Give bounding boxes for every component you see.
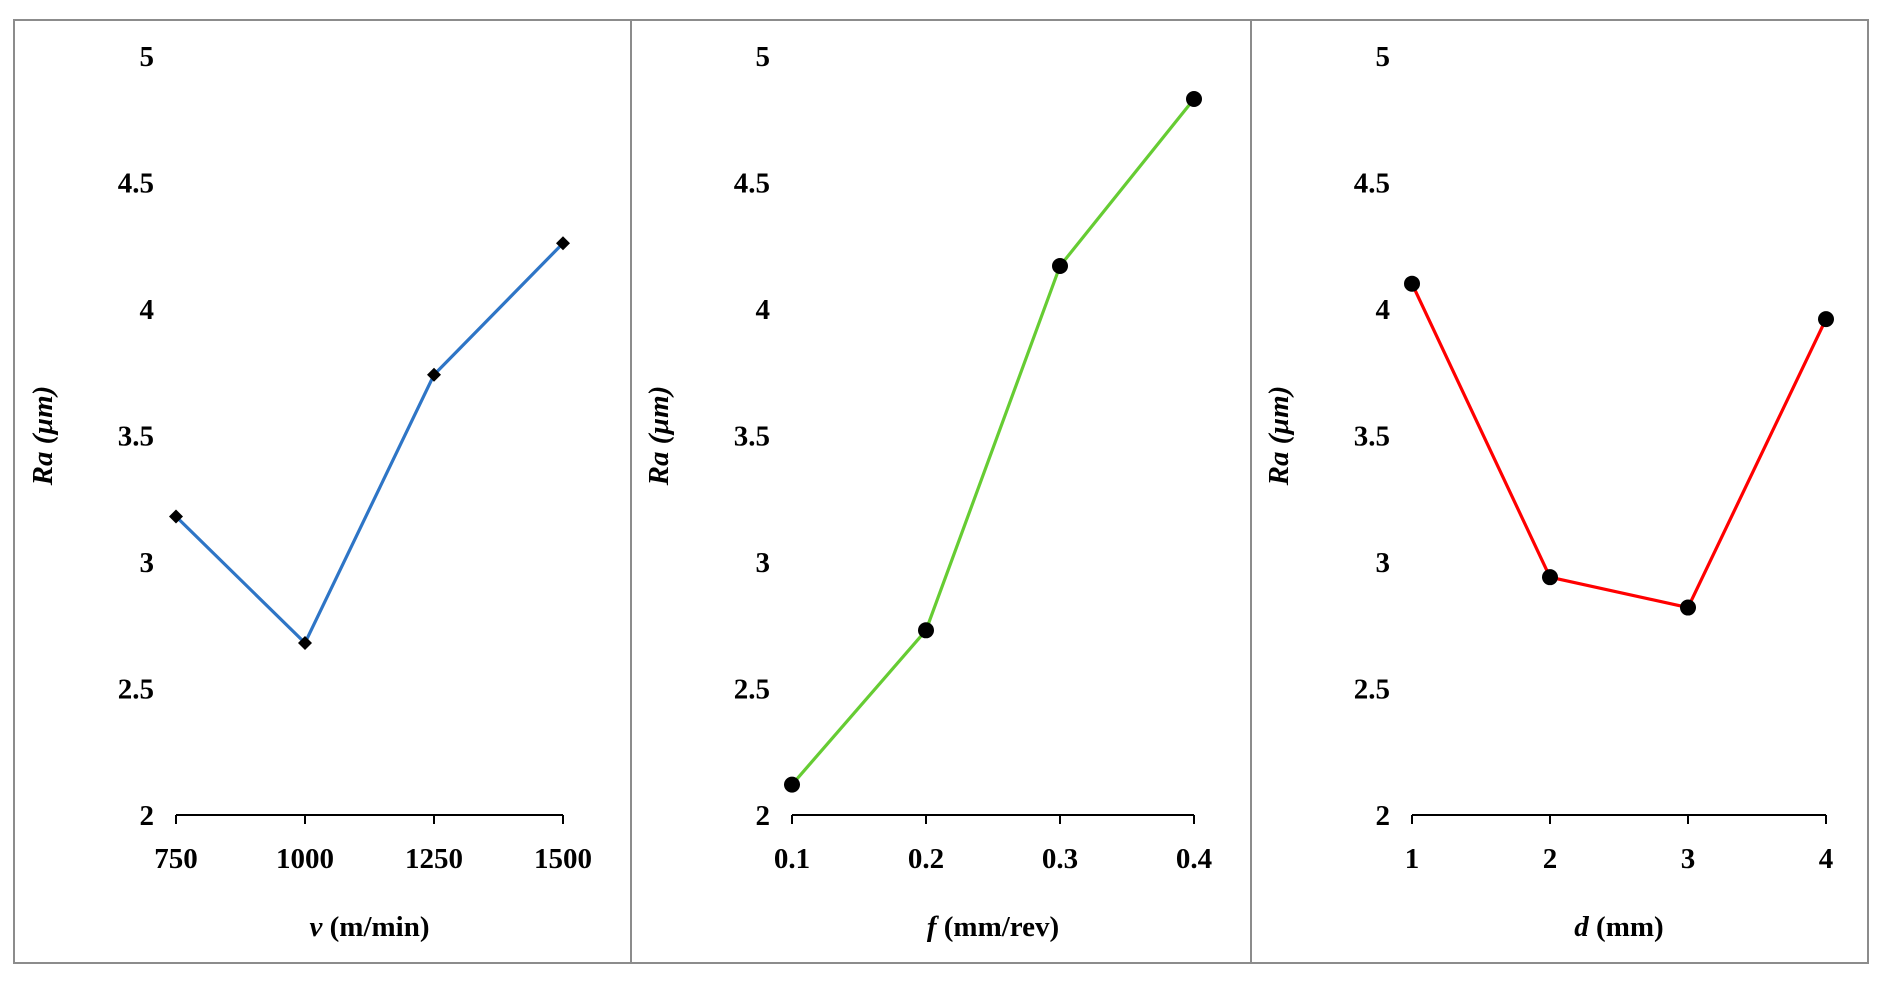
y-tick-label: 4 bbox=[756, 294, 771, 326]
data-point bbox=[918, 622, 934, 639]
y-tick-label: 4 bbox=[1376, 294, 1391, 326]
y-tick-label: 5 bbox=[756, 41, 771, 73]
x-tick-label: 0.4 bbox=[1176, 843, 1212, 875]
data-point bbox=[556, 236, 570, 251]
y-tick-label: 3 bbox=[140, 547, 155, 579]
y-axis-variable: Ra bbox=[27, 452, 59, 487]
y-tick-label: 2 bbox=[1376, 800, 1391, 832]
y-tick-label: 5 bbox=[1376, 41, 1391, 73]
data-point bbox=[298, 635, 312, 650]
data-point bbox=[169, 509, 183, 524]
y-tick-label: 5 bbox=[140, 41, 155, 73]
y-tick-label: 4.5 bbox=[1354, 168, 1390, 200]
series-line bbox=[174, 242, 565, 645]
y-tick-label: 3 bbox=[756, 547, 771, 579]
y-axis-title: Ra (µm) bbox=[1263, 386, 1295, 487]
y-axis-unit: (µm) bbox=[27, 386, 59, 452]
x-tick-label: 1000 bbox=[276, 843, 334, 875]
x-tick-label: 4 bbox=[1819, 843, 1834, 875]
y-tick-label: 3.5 bbox=[1354, 421, 1390, 453]
figure-frame bbox=[13, 19, 1869, 964]
series-line bbox=[1410, 283, 1828, 610]
x-tick-label: 1 bbox=[1405, 843, 1420, 875]
data-point bbox=[1542, 569, 1558, 586]
y-tick-label: 3.5 bbox=[118, 421, 154, 453]
y-axis-unit: (µm) bbox=[1263, 386, 1295, 452]
y-tick-label: 2 bbox=[756, 800, 771, 832]
x-tick-label: 1500 bbox=[534, 843, 592, 875]
x-tick-label: 1250 bbox=[405, 843, 463, 875]
y-tick-label: 4 bbox=[140, 294, 155, 326]
x-axis-title: d (mm) bbox=[1574, 911, 1663, 943]
x-axis-title: f (mm/rev) bbox=[927, 911, 1059, 943]
x-tick-label: 0.1 bbox=[774, 843, 810, 875]
data-point bbox=[1052, 257, 1068, 274]
y-axis-title: Ra (µm) bbox=[27, 386, 59, 487]
y-tick-label: 4.5 bbox=[734, 168, 770, 200]
y-axis-unit: (µm) bbox=[643, 386, 675, 452]
x-tick-label: 750 bbox=[154, 843, 198, 875]
y-tick-label: 3 bbox=[1376, 547, 1391, 579]
y-tick-label: 2.5 bbox=[118, 674, 154, 706]
y-tick-label: 4.5 bbox=[118, 168, 154, 200]
x-axis-unit: (mm/rev) bbox=[937, 911, 1060, 943]
data-point bbox=[427, 367, 441, 382]
x-tick-label: 3 bbox=[1681, 843, 1696, 875]
data-point bbox=[1186, 91, 1202, 108]
y-tick-label: 3.5 bbox=[734, 421, 770, 453]
data-point bbox=[1680, 599, 1696, 616]
x-axis-variable: d bbox=[1574, 911, 1589, 943]
y-tick-label: 2.5 bbox=[1354, 674, 1390, 706]
x-axis-unit: (m/min) bbox=[322, 911, 429, 943]
x-axis-variable: v bbox=[310, 911, 324, 943]
data-point bbox=[1404, 275, 1420, 292]
x-tick-label: 2 bbox=[1543, 843, 1558, 875]
chart-panel-2: 2 2.5 3 3.5 4 4.5 5 0.1 0.2 0.3 0.4 f (mm/rev) Ra (µ… bbox=[643, 41, 1212, 943]
y-tick-label: 2.5 bbox=[734, 674, 770, 706]
y-axis-variable: Ra bbox=[643, 452, 675, 487]
y-tick-label: 2 bbox=[140, 800, 155, 832]
chart-panel-1: 2 2.5 3 3.5 4 4.5 5 750 1000 1250 1500 v (m/min) Ra … bbox=[27, 41, 592, 943]
series-line bbox=[790, 98, 1196, 786]
chart-panel-3: 22.533.544.551 2 3 4d (mm)Ra (µm) bbox=[1263, 41, 1834, 943]
data-point bbox=[784, 776, 800, 793]
x-tick-label: 0.3 bbox=[1042, 843, 1078, 875]
chart-panels: 2 2.5 3 3.5 4 4.5 5 750 1000 1250 1500 v (m/min) Ra … bbox=[27, 41, 1834, 943]
x-axis-title: v (m/min) bbox=[310, 911, 430, 943]
y-axis-title: Ra (µm) bbox=[643, 386, 675, 487]
x-axis-unit: (mm) bbox=[1589, 911, 1664, 943]
y-axis-variable: Ra bbox=[1263, 452, 1295, 487]
data-point bbox=[1818, 311, 1834, 328]
x-tick-label: 0.2 bbox=[908, 843, 944, 875]
